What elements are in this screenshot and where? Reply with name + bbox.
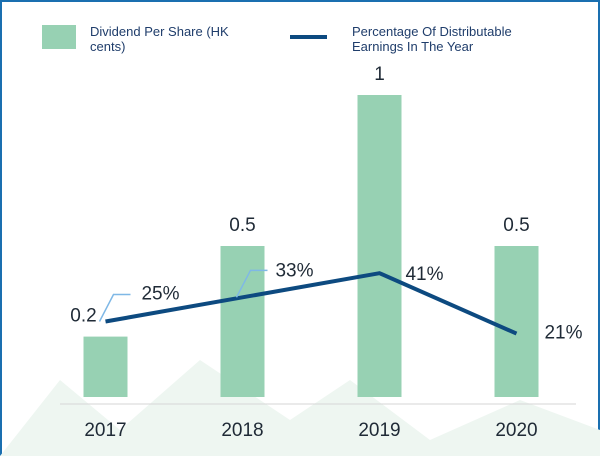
- legend-label: Percentage Of Distributable Earnings In …: [352, 24, 532, 54]
- bar-value-label: 1: [374, 64, 385, 85]
- bar-value-label: 0.5: [229, 215, 255, 236]
- line-value-label: 25%: [141, 284, 179, 305]
- bar: [84, 337, 128, 397]
- chart: 2017 2018 2019 2020 0.2 0.5 1 0.5 25% 33% 41% 21% D…: [0, 0, 600, 456]
- x-tick-label: 2019: [358, 420, 400, 441]
- bar: [221, 246, 265, 397]
- bar: [495, 246, 539, 397]
- bar-value-label: 0.5: [503, 215, 529, 236]
- legend-label: Dividend Per Share (HK cents): [90, 24, 240, 54]
- legend-swatch: [42, 25, 76, 49]
- line-value-label: 41%: [405, 264, 443, 285]
- line-value-label: 21%: [544, 323, 582, 344]
- bar: [358, 95, 402, 397]
- chart-svg: 2017 2018 2019 2020 0.2 0.5 1 0.5 25% 33% 41% 21%: [0, 0, 600, 456]
- x-tick-label: 2020: [495, 420, 537, 441]
- x-tick-label: 2017: [84, 420, 126, 441]
- x-tick-label: 2018: [221, 420, 263, 441]
- bar-value-label: 0.2: [70, 306, 96, 327]
- line-value-label: 33%: [275, 260, 313, 281]
